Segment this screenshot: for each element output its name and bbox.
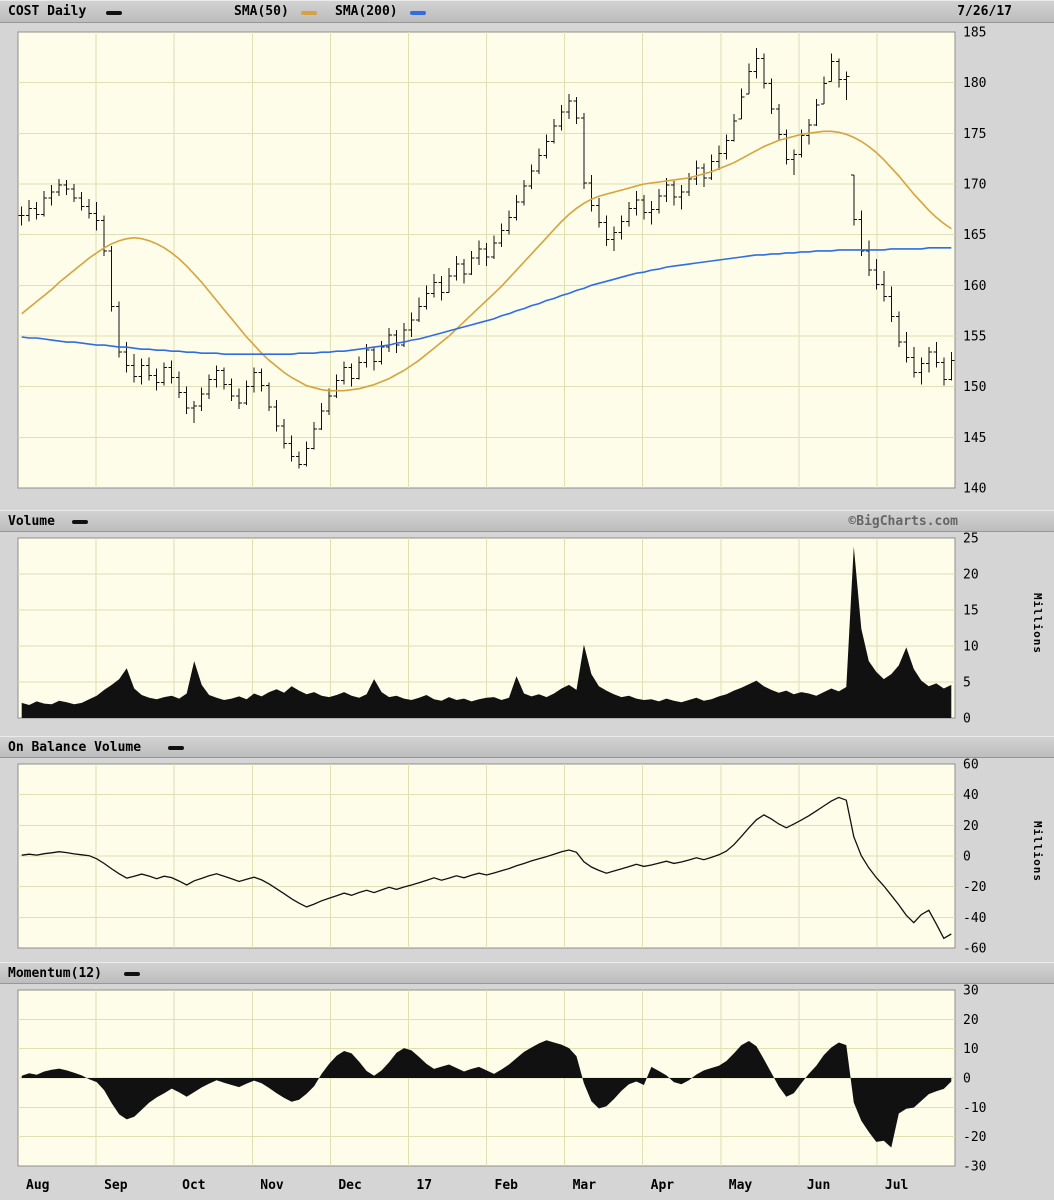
month-label-dec: Dec [338,1178,362,1193]
svg-text:10: 10 [963,1042,979,1057]
month-label-oct: Oct [182,1178,206,1193]
gridlines [18,32,955,488]
price-chart-canvas: 185 180 175 170 165 160 155 150 145 140 [17,26,986,497]
svg-text:25: 25 [963,532,979,547]
sma200-label: SMA(200) [335,4,398,19]
sma200-legend-swatch [410,11,426,15]
gridlines [18,538,955,718]
chart-header: COST Daily SMA(50) SMA(200) 7/26/17 [0,0,1054,23]
volume-header: Volume ©BigCharts.com [0,510,1054,532]
momentum-legend-swatch [124,972,140,976]
momentum-area-series [21,1040,952,1148]
svg-text:0: 0 [963,850,971,865]
symbol-period-label: COST Daily [8,4,87,19]
svg-text:-60: -60 [963,942,986,955]
svg-text:160: 160 [963,279,986,294]
svg-text:15: 15 [963,604,979,619]
month-label-mar: Mar [572,1178,597,1193]
obv-chart-canvas: 60 40 20 0 -20 -40 -60 [17,758,986,954]
month-label-jun: Jun [806,1178,831,1193]
gridlines [18,764,955,948]
volume-legend-swatch [72,520,88,524]
price-legend-swatch [106,11,122,15]
bigcharts-watermark: ©BigCharts.com [848,514,958,529]
svg-text:140: 140 [963,482,986,497]
momentum-title: Momentum(12) [8,966,102,981]
month-label-sep: Sep [104,1178,128,1193]
svg-text:185: 185 [963,26,986,41]
y-axis-labels: 25 20 15 10 5 0 [963,532,979,724]
svg-text:145: 145 [963,431,986,446]
svg-text:10: 10 [963,640,979,655]
svg-text:-20: -20 [963,880,986,895]
sma200-line [21,247,952,356]
obv-millions-label: Millions [1031,821,1044,882]
y-axis-labels: 60 40 20 0 -20 -40 -60 [963,758,986,954]
month-label-jul: Jul [884,1178,909,1193]
momentum-chart-canvas: 30 20 10 0 -10 -20 -30 [17,984,986,1172]
volume-area-series [21,546,952,718]
y-axis-labels: 30 20 10 0 -10 -20 -30 [963,984,986,1172]
month-label-apr: Apr [650,1178,675,1193]
y-axis-labels: 185 180 175 170 165 160 155 150 145 140 [963,26,986,497]
svg-text:-20: -20 [963,1130,986,1145]
svg-text:0: 0 [963,1072,971,1087]
volume-chart-canvas: 25 20 15 10 5 0 [17,532,979,724]
svg-text:-10: -10 [963,1101,986,1116]
x-axis-months: Aug Sep Oct Nov Dec 17 Feb Mar Apr May Jun Jul [0,1172,1054,1200]
svg-text:155: 155 [963,330,986,345]
svg-text:180: 180 [963,76,986,91]
volume-title: Volume [8,514,55,529]
sma50-label: SMA(50) [234,4,289,19]
svg-text:175: 175 [963,127,986,142]
volume-millions-label: Millions [1031,593,1044,654]
svg-text:20: 20 [963,1013,979,1028]
price-ohlc-bars [18,48,955,469]
month-label-feb: Feb [494,1178,518,1193]
svg-text:40: 40 [963,788,979,803]
svg-text:0: 0 [963,712,971,725]
obv-legend-swatch [168,746,184,750]
sma50-legend-swatch [301,11,317,15]
momentum-header: Momentum(12) [0,962,1054,984]
month-label-nov: Nov [260,1178,284,1193]
svg-text:20: 20 [963,819,979,834]
obv-line-series [21,796,952,940]
month-label-17: 17 [416,1178,433,1193]
chart-date: 7/26/17 [957,4,1012,19]
svg-text:30: 30 [963,984,979,999]
svg-text:165: 165 [963,228,986,243]
obv-header: On Balance Volume [0,736,1054,758]
svg-text:-40: -40 [963,911,986,926]
svg-text:20: 20 [963,568,979,583]
obv-title: On Balance Volume [8,740,142,755]
svg-text:60: 60 [963,758,979,773]
sma50-line [21,130,952,392]
month-label-aug: Aug [26,1178,50,1193]
svg-text:5: 5 [963,676,971,691]
svg-text:170: 170 [963,178,986,193]
svg-text:150: 150 [963,380,986,395]
month-label-may: May [728,1178,753,1193]
svg-text:-30: -30 [963,1160,986,1173]
